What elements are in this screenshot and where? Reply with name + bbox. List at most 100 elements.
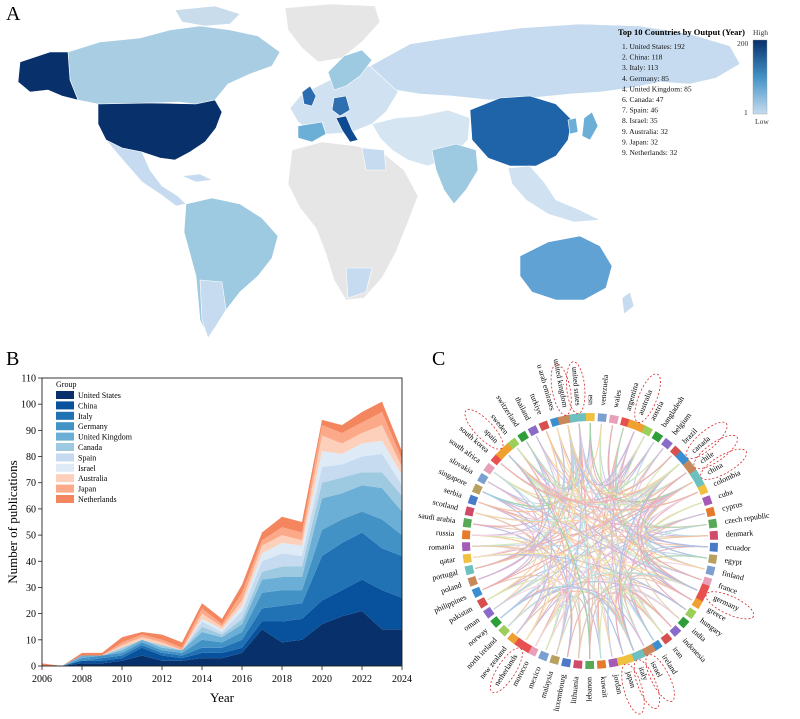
top10-item: 9. Australia: 32 [622, 127, 668, 136]
chord-link [567, 424, 635, 486]
y-tick-label: 30 [26, 583, 36, 594]
chord-link [478, 424, 572, 513]
top10-item: 6. Canada: 47 [622, 95, 664, 104]
chord-link [589, 431, 635, 660]
chord-segment-oman [483, 606, 495, 619]
legend-swatch [56, 463, 74, 472]
chord-link [493, 431, 561, 610]
legend-label: Canada [78, 443, 102, 452]
map-greenland [284, 3, 381, 63]
chord-link [516, 447, 568, 655]
chord-link [578, 423, 591, 660]
chord-link [607, 587, 680, 658]
chord-link [482, 423, 581, 507]
chord-link [508, 455, 591, 660]
chord-label: lebanon [584, 677, 593, 702]
chord-link [478, 501, 624, 655]
chord-label: scotland [432, 497, 459, 512]
chord-highlight [621, 663, 645, 715]
chord-segment-czech-republic [708, 518, 718, 529]
chord-segment-united-states [569, 413, 588, 423]
chord-link [472, 545, 536, 601]
chord-link [589, 422, 613, 658]
chord-link [478, 423, 581, 580]
chord-label: kuwait [599, 676, 610, 699]
chord-link [508, 455, 705, 570]
chord-link [623, 582, 687, 647]
chord-link [475, 441, 550, 570]
map-united-kingdom [301, 85, 317, 107]
chord-link [567, 424, 693, 503]
chord-segment-philippines [471, 586, 483, 598]
chord-link [640, 491, 698, 611]
chord-link [508, 455, 708, 548]
chord-link [508, 455, 698, 511]
chord-link [478, 427, 565, 580]
area-series-united-kingdom [42, 485, 402, 666]
chord-label: malaysia [539, 669, 556, 699]
chord-link [500, 463, 687, 506]
x-tick-label: 2018 [272, 674, 292, 685]
chord-segment-germany [695, 583, 710, 603]
legend-label: China [78, 401, 98, 410]
chord-segment-japan [615, 653, 635, 667]
chord-link [475, 463, 680, 521]
chord-link [475, 431, 635, 570]
chord-link [567, 424, 602, 659]
chord-highlight [685, 421, 728, 460]
legend-label: Italy [78, 412, 93, 421]
chord-highlight [645, 654, 675, 702]
chord-link [615, 427, 708, 537]
chord-link [644, 562, 702, 591]
chord-link [555, 463, 680, 655]
chord-link [618, 463, 680, 651]
stacked-area-chart: 0 10 20 30 40 50 60 70 80 90 100 110 2006 2008 2010 201… [5, 374, 412, 706]
y-tick-label: 70 [26, 478, 36, 489]
x-tick-label: 2022 [352, 674, 372, 685]
chord-link [473, 481, 693, 559]
chord-link [525, 435, 562, 491]
chord-link [500, 481, 693, 619]
map-russia [369, 23, 741, 101]
chord-link [475, 512, 550, 641]
chord-segment-indonesia [669, 625, 682, 637]
chord-segment-russia [462, 530, 471, 540]
chord-link [508, 581, 680, 627]
chord-link [516, 422, 591, 490]
chord-segment-malaysia [549, 654, 560, 665]
x-tick-label: 2012 [152, 674, 172, 685]
chord-link [478, 424, 572, 580]
chord-link [500, 586, 573, 657]
plot-frame [41, 377, 403, 667]
chord-label: china [705, 460, 725, 476]
map-germany [331, 95, 351, 117]
chord-link [516, 447, 581, 659]
chord-segment-spain [495, 442, 514, 460]
y-tick-label: 10 [26, 635, 36, 646]
chord-segment-netherlands [513, 636, 533, 654]
chord-label: saudi arabia [418, 511, 457, 525]
world-map [17, 3, 741, 339]
colorbar-low-label: Low [755, 117, 769, 126]
chord-link [567, 424, 680, 496]
chord-link [619, 472, 687, 651]
chord-segment-u-arab-emirates [549, 416, 561, 428]
chord-highlight [633, 659, 661, 709]
chord-segment-australia [626, 419, 647, 434]
x-tick-label: 2006 [32, 674, 52, 685]
chord-link [611, 431, 635, 651]
chord-link [578, 423, 645, 486]
chord-link [567, 423, 584, 483]
legend-label: Spain [78, 453, 96, 462]
map-new-zealand [621, 291, 635, 315]
chord-link [599, 423, 664, 635]
chord-link [599, 502, 702, 659]
map-spain [297, 121, 327, 143]
chord-link [535, 435, 570, 655]
chord-link [473, 431, 559, 527]
chord-segment-bangladesh [651, 431, 664, 443]
top10-item: 9. Japan: 32 [622, 137, 658, 146]
legend-title: Group [56, 380, 76, 389]
chord-diagram: venezuela wales argentinaaustraliaaustriab… [418, 358, 771, 715]
chord-segment-serbia [467, 494, 479, 506]
